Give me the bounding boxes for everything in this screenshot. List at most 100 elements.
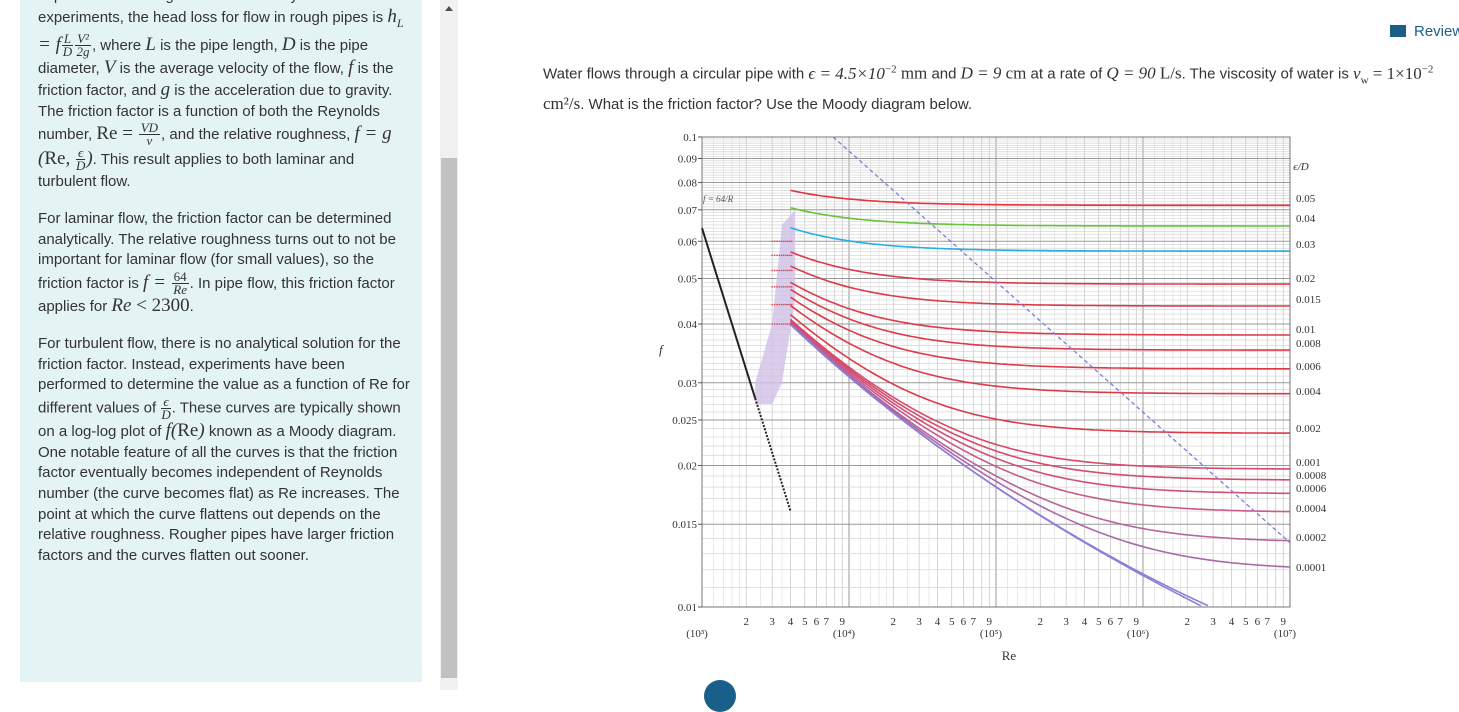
- transition-dot: [782, 254, 785, 257]
- review-link[interactable]: Review: [1390, 23, 1459, 40]
- laminar-equation: f = 64 Re: [143, 269, 189, 298]
- x-minor-tick-label: 7: [970, 616, 976, 628]
- curve-0.002: [789, 313, 1290, 434]
- transition-dot: [790, 303, 793, 306]
- transition-dot: [780, 240, 783, 243]
- laminar-line: [701, 227, 757, 399]
- roughness-label-0.0006: 0.0006: [1296, 483, 1327, 495]
- curve-0.004: [790, 304, 1290, 395]
- scroll-up-arrow-icon[interactable]: [440, 0, 458, 18]
- x-decade-label: (10⁷): [1274, 628, 1296, 640]
- roughness-label-0.03: 0.03: [1296, 239, 1316, 251]
- transition-dot: [778, 303, 781, 306]
- x-minor-tick-label: 4: [1082, 616, 1088, 628]
- transition-dot: [782, 286, 785, 288]
- transition-dot: [778, 269, 781, 272]
- x-axis-label: Re: [1002, 648, 1017, 663]
- y-tick-label: 0.04: [678, 319, 698, 331]
- smooth-pipe-curve: [789, 323, 1209, 607]
- x-minor-tick-label: 7: [1117, 616, 1123, 628]
- x-minor-tick-label: 6: [961, 616, 967, 628]
- x-minor-tick-label: 5: [1243, 616, 1249, 628]
- x-minor-tick-label: 9: [1134, 616, 1140, 628]
- instruction-text: imperfections. Using dimensional analysi…: [38, 0, 410, 583]
- help-button[interactable]: [704, 680, 736, 712]
- transition-dot: [771, 323, 773, 325]
- transition-dot: [790, 323, 793, 325]
- laminar-label: f = 64/R: [703, 194, 734, 204]
- scrollbar[interactable]: [440, 0, 458, 690]
- laminar-line-extension: [754, 397, 792, 512]
- transition-dot: [782, 303, 785, 306]
- transition-dot: [780, 303, 783, 306]
- transition-dot: [773, 269, 776, 272]
- transition-dot: [776, 269, 778, 272]
- curve-0.04: [790, 207, 1290, 227]
- y-tick-label: 0.03: [678, 378, 698, 390]
- curve-0.03: [790, 227, 1290, 252]
- head-loss-equation: hL = f L D V² 2g: [38, 5, 404, 60]
- curve-0.015: [790, 265, 1290, 307]
- curve-0.0001: [789, 323, 1291, 568]
- transition-dot: [789, 240, 791, 243]
- x-minor-tick-label: 3: [1063, 616, 1069, 628]
- scrollbar-thumb[interactable]: [441, 158, 457, 678]
- x-decade-label: (10⁴): [833, 628, 855, 640]
- y-tick-label: 0.07: [678, 205, 698, 217]
- transition-dot: [785, 240, 787, 243]
- x-minor-tick-label: 7: [1264, 616, 1270, 628]
- legend-title: ϵ/D: [1293, 161, 1308, 173]
- transition-dot: [771, 269, 773, 272]
- x-minor-tick-label: 2: [744, 616, 750, 628]
- transition-dot: [789, 323, 791, 325]
- transition-dot: [776, 323, 778, 325]
- curve-0.01: [790, 281, 1290, 336]
- x-minor-tick-label: 9: [1281, 616, 1287, 628]
- transition-dot: [771, 240, 773, 243]
- x-minor-tick-label: 2: [891, 616, 897, 628]
- roughness-label-0.0008: 0.0008: [1296, 470, 1327, 482]
- x-minor-tick-label: 2: [1038, 616, 1044, 628]
- book-icon: [1390, 25, 1406, 37]
- transition-dot: [789, 303, 791, 306]
- curve-0.006: [790, 296, 1290, 370]
- y-axis-label: f: [659, 342, 665, 357]
- transition-dot: [773, 323, 776, 325]
- transition-dot: [780, 254, 783, 257]
- roughness-label-0.004: 0.004: [1296, 386, 1321, 398]
- transition-dot: [782, 323, 785, 325]
- moody-diagram: 0.10.090.080.070.060.050.040.030.0250.02…: [659, 132, 1327, 663]
- x-minor-tick-label: 9: [987, 616, 993, 628]
- paragraph-laminar: For laminar flow, the friction factor ca…: [38, 210, 396, 317]
- transition-dot: [780, 286, 783, 288]
- transition-dot: [771, 303, 773, 306]
- laminar-condition: Re < 2300: [111, 295, 190, 317]
- friction-function: f = g (Re, ϵ D): [38, 123, 392, 174]
- transition-dot: [782, 240, 785, 243]
- transition-dot: [787, 254, 789, 257]
- y-tick-label: 0.02: [678, 461, 697, 473]
- roughness-label-0.0004: 0.0004: [1296, 503, 1327, 515]
- y-tick-label: 0.015: [672, 519, 697, 531]
- roughness-label-0.001: 0.001: [1296, 457, 1321, 469]
- reynolds-equation: Re = VD ν: [96, 120, 161, 149]
- x-minor-tick-label: 6: [1108, 616, 1114, 628]
- transition-dot: [785, 286, 787, 288]
- x-minor-tick-label: 3: [1210, 616, 1216, 628]
- curve-0.0006: [789, 320, 1290, 495]
- transition-dot: [789, 286, 791, 288]
- roughness-label-0.05: 0.05: [1296, 193, 1316, 205]
- transition-dot: [778, 323, 781, 325]
- curve-0.0004: [789, 321, 1290, 513]
- transition-dot: [787, 323, 789, 325]
- paragraph-head-loss: imperfections. Using dimensional analysi…: [38, 0, 404, 191]
- question-text: Water flows through a circular pipe with…: [543, 63, 1434, 114]
- roughness-labels: 0.05 0.04 0.03 0.02 0.015 0.01 0.008 0.006 0.004…: [1296, 193, 1327, 574]
- transition-dot: [776, 254, 778, 257]
- transition-dot: [787, 269, 789, 272]
- y-tick-label: 0.1: [683, 132, 697, 144]
- transition-dot: [785, 303, 787, 306]
- transition-dot: [789, 269, 791, 272]
- transition-dot: [789, 254, 791, 257]
- transition-dot: [773, 303, 776, 306]
